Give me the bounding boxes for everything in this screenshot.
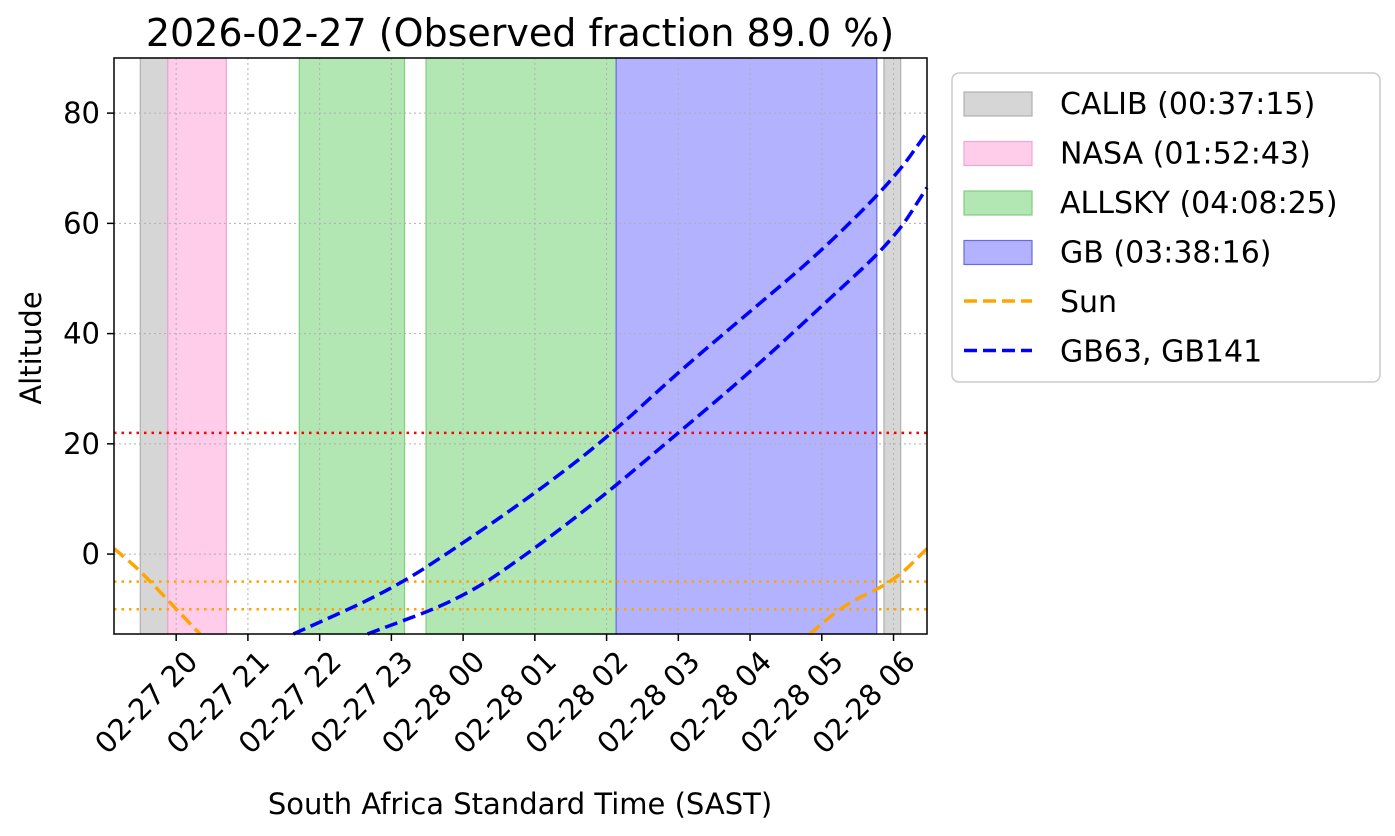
series-line-sun: [112, 547, 202, 636]
y-axis-ticks: 0 20 40 60 80: [63, 96, 114, 571]
legend-swatch-2: [963, 190, 1033, 216]
legend-label-3: GB (03:38:16): [1060, 236, 1272, 271]
y-tick-label-4: 80: [63, 96, 100, 130]
y-tick-label-0: 0: [82, 537, 100, 571]
plot-frame: [113, 57, 928, 635]
span-2-0: [298, 57, 406, 635]
y-tick-label-2: 40: [63, 317, 100, 351]
chart-title: 2026-02-27 (Observed fraction 89.0 %): [146, 11, 894, 55]
legend-label-4: Sun: [1060, 285, 1117, 320]
span-2-1: [425, 57, 617, 635]
span-0-1: [883, 57, 902, 635]
legend-entries: CALIB (00:37:15) NASA (01:52:43) ALLSKY (0…: [963, 87, 1338, 370]
legend-frame: [951, 72, 1381, 383]
span-1-0: [167, 57, 227, 635]
threshold-lines: [114, 431, 927, 611]
altitude-series: [112, 131, 929, 636]
series-line-gb141: [366, 186, 929, 636]
legend-label-5: GB63, GB141: [1060, 335, 1262, 370]
y-axis-label: Altitude: [14, 291, 48, 404]
legend-swatch-0: [963, 91, 1033, 117]
legend-label-0: CALIB (00:37:15): [1060, 87, 1315, 122]
legend: CALIB (00:37:15) NASA (01:52:43) ALLSKY (0…: [951, 72, 1381, 383]
legend-swatch-1: [963, 140, 1033, 167]
y-tick-label-3: 60: [63, 206, 100, 240]
legend-swatch-3: [963, 239, 1033, 266]
grid-lines: [114, 58, 927, 634]
series-line-gb63: [292, 131, 929, 636]
x-axis-label: South Africa Standard Time (SAST): [268, 787, 772, 821]
series-line-sun-1: [808, 547, 929, 636]
span-3-0: [615, 57, 878, 635]
y-tick-label-1: 20: [63, 427, 100, 461]
legend-label-1: NASA (01:52:43): [1060, 137, 1311, 172]
legend-label-2: ALLSKY (04:08:25): [1060, 186, 1338, 221]
span-0-0: [139, 57, 169, 635]
observation-spans: [139, 57, 902, 635]
